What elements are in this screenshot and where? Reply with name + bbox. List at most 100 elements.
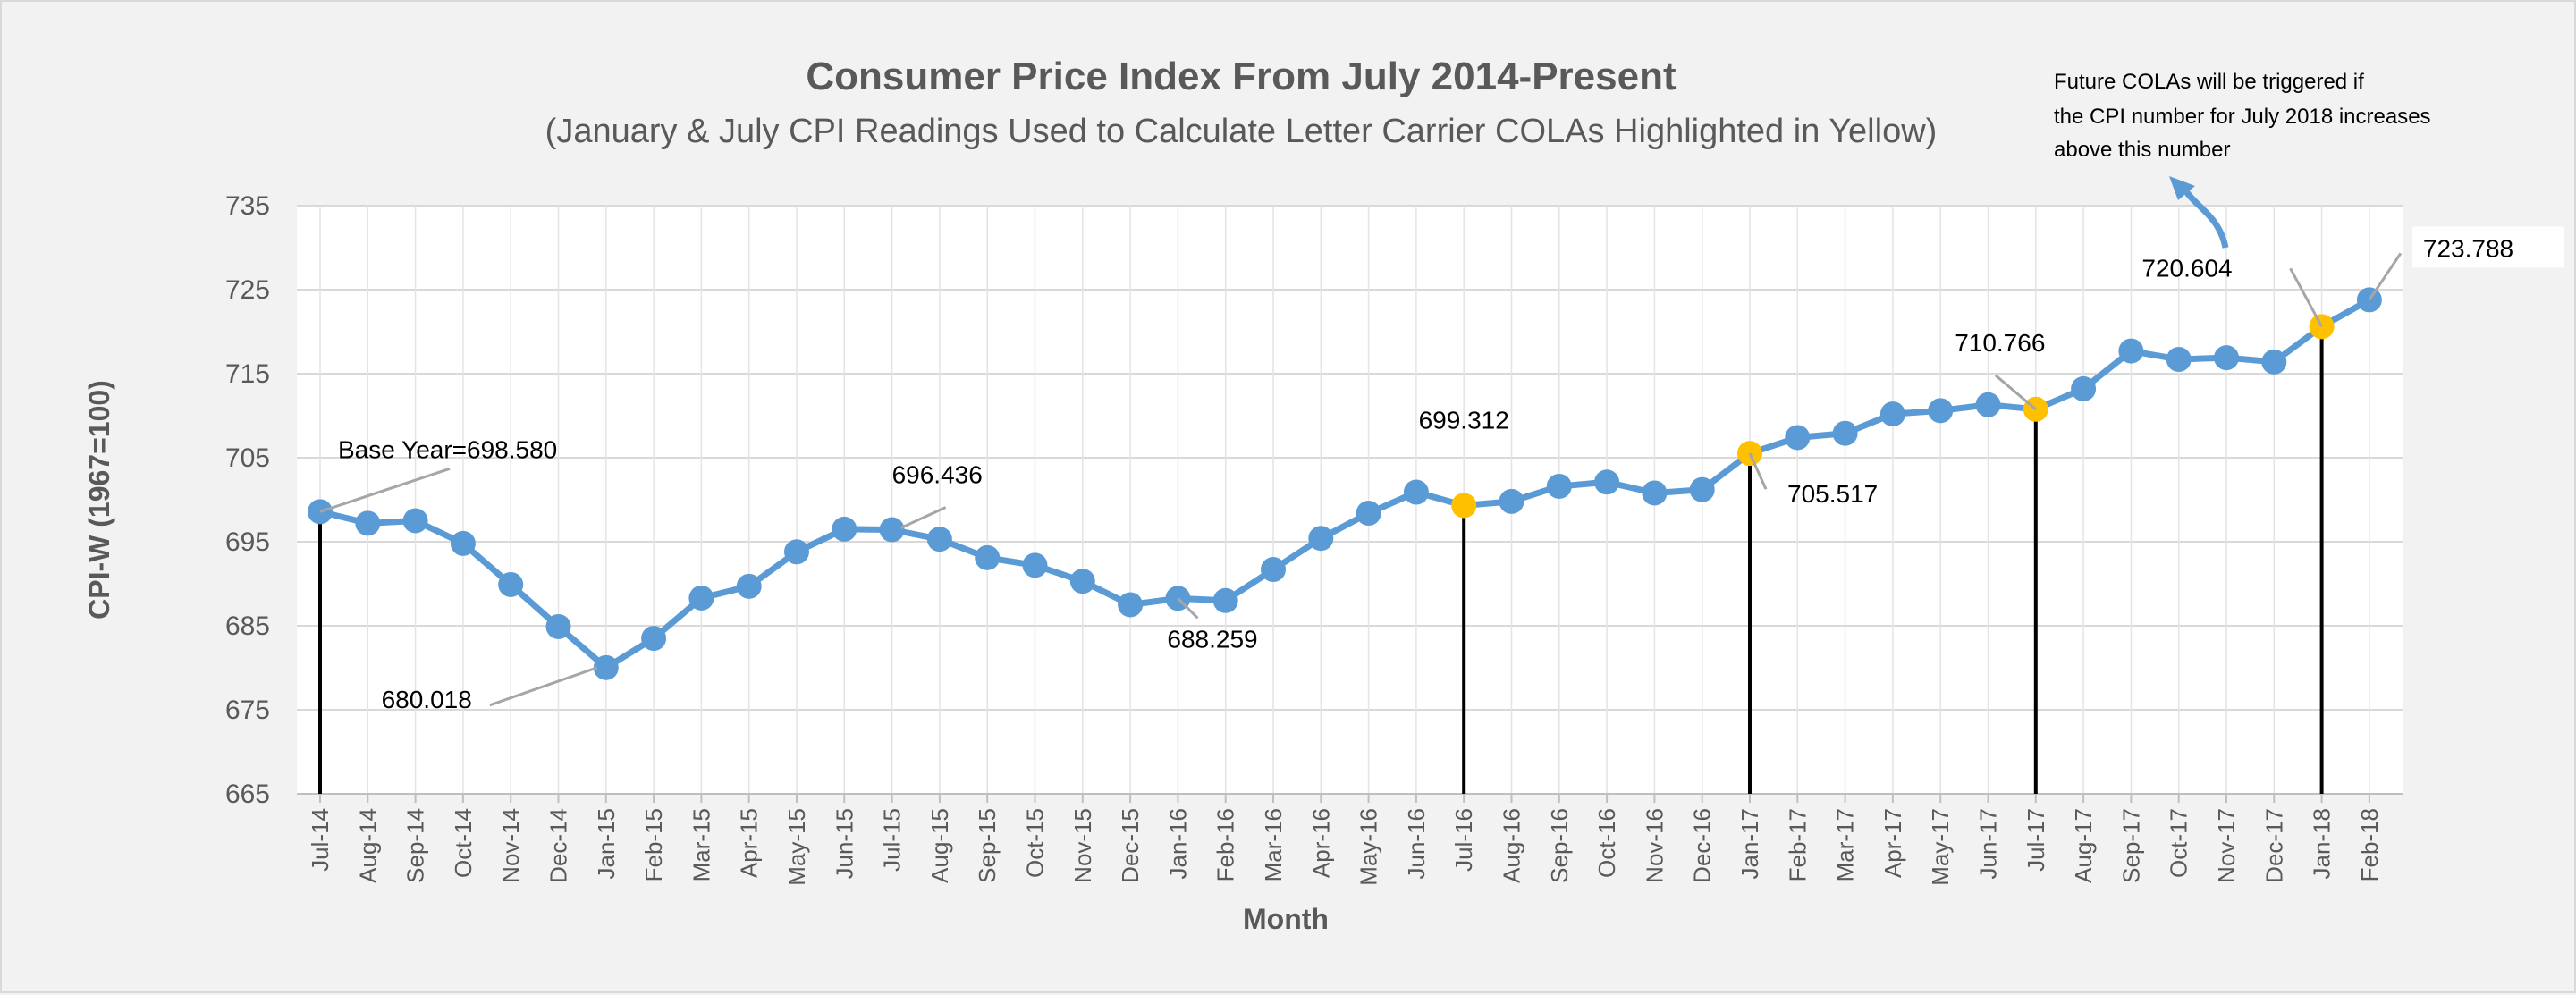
data-point [1022,552,1048,578]
x-tick-label: Dec-16 [1689,808,1716,883]
x-tick-label: Apr-16 [1307,808,1334,878]
data-label: 699.312 [1419,406,1509,434]
data-point [1261,557,1286,583]
data-point [450,530,476,556]
x-tick-label: May-16 [1356,808,1382,886]
x-tick-label: Jun-17 [1975,808,2002,880]
data-label: Base Year=698.580 [338,435,557,463]
x-tick-label: Aug-15 [926,808,953,883]
x-tick-label: Sep-15 [974,808,1001,883]
leader-line [2289,267,2323,328]
y-axis-title: CPI-W (1967=100) [83,380,115,620]
future-cola-annotation: Future COLAs will be triggered if the CP… [2054,70,2431,249]
x-tick-label: Jan-15 [593,808,620,880]
cola-highlight-point [1451,493,1477,519]
data-point [975,544,1001,570]
x-tick-label: Feb-18 [2356,808,2383,881]
x-tick-label: Oct-15 [1022,808,1049,878]
y-axis-ticks: 665 675 685 695 705 715 725 735 [225,191,270,809]
x-tick-label: Nov-15 [1069,808,1096,883]
data-point [926,527,952,552]
data-point [2071,375,2097,401]
data-point [2166,347,2192,373]
leader-line [899,506,947,529]
data-label: 720.604 [2141,254,2232,282]
data-point [688,585,714,611]
chart-subtitle: (January & July CPI Readings Used to Cal… [545,113,1938,150]
data-point [1069,569,1095,594]
x-tick-label: Feb-16 [1212,808,1239,881]
leader-line [489,666,598,707]
data-point [1308,526,1334,552]
y-tick-label: 705 [225,443,270,473]
x-tick-label: Oct-16 [1593,808,1620,878]
data-point [355,510,381,536]
x-tick-label: Sep-16 [1546,808,1573,883]
x-tick-label: Aug-17 [2070,808,2097,883]
x-tick-label: Nov-16 [1641,808,1668,883]
data-point [1499,488,1524,514]
x-tick-label: Sep-14 [402,808,429,883]
data-point [2261,349,2287,375]
x-tick-label: Apr-17 [1879,808,1906,878]
y-tick-label: 735 [225,191,270,221]
x-tick-label: Dec-17 [2260,808,2287,883]
data-labels: Base Year=698.580 680.018 696.436 688.259 69… [338,226,2564,713]
data-point [1546,473,1572,499]
annotation-arrow-shaft [2183,189,2229,249]
x-tick-label: Oct-17 [2166,808,2192,878]
x-tick-label: Apr-15 [736,808,763,878]
data-label: 710.766 [1955,329,2045,357]
x-tick-label: Jul-14 [307,808,334,872]
data-point [1642,480,1668,506]
data-label-bg [2411,226,2564,268]
x-tick-label: Jun-16 [1403,808,1430,880]
data-point [879,517,905,543]
x-tick-label: Jan-16 [1164,808,1191,880]
data-point [1212,587,1238,613]
y-tick-label: 665 [225,780,270,809]
annotation-arrow-head [2169,176,2195,200]
drop-lines [318,326,2324,794]
y-tick-label: 725 [225,275,270,305]
data-point [1356,501,1381,527]
data-label: 680.018 [382,686,472,713]
plot-area [297,206,2403,794]
x-tick-label: May-15 [783,808,810,886]
x-tick-label: Feb-17 [1784,808,1811,881]
data-point [498,571,524,597]
data-point [1975,392,2001,417]
x-axis-ticks: Jul-14 Aug-14 Sep-14 Oct-14 Nov-14 Dec-14 Jan-… [307,808,2383,886]
x-tick-label: Mar-15 [688,808,714,881]
leader-line [1994,374,2037,410]
data-point [641,626,667,652]
annotation-line-2: the CPI number for July 2018 increases [2054,105,2431,129]
x-tick-label: Jan-17 [1736,808,1763,880]
data-point [1879,401,1905,427]
x-tick-label: Jan-18 [2309,808,2335,880]
x-tick-label: Nov-17 [2213,808,2240,883]
x-tick-label: Dec-15 [1117,808,1144,883]
x-tick-label: Nov-14 [497,808,524,883]
x-tick-label: Oct-14 [450,808,477,878]
data-point [1928,398,1954,424]
data-point [832,516,857,542]
gridlines [297,205,2403,803]
y-tick-label: 685 [225,611,270,641]
annotation-line-1: Future COLAs will be triggered if [2054,70,2364,94]
data-label: 723.788 [2423,234,2513,262]
y-tick-label: 675 [225,696,270,725]
data-point [545,613,571,639]
x-tick-label: Jun-15 [831,808,857,880]
x-tick-label: Feb-15 [640,808,667,881]
data-label: 696.436 [892,461,983,489]
data-label: 688.259 [1167,625,1257,653]
label-leader-lines [319,252,2403,707]
x-tick-label: Mar-16 [1260,808,1287,881]
data-point [1689,476,1715,502]
x-axis-title: Month [1243,903,1329,935]
x-tick-label: Aug-16 [1499,808,1525,883]
leader-line [319,467,451,513]
x-tick-label: Sep-17 [2117,808,2144,883]
